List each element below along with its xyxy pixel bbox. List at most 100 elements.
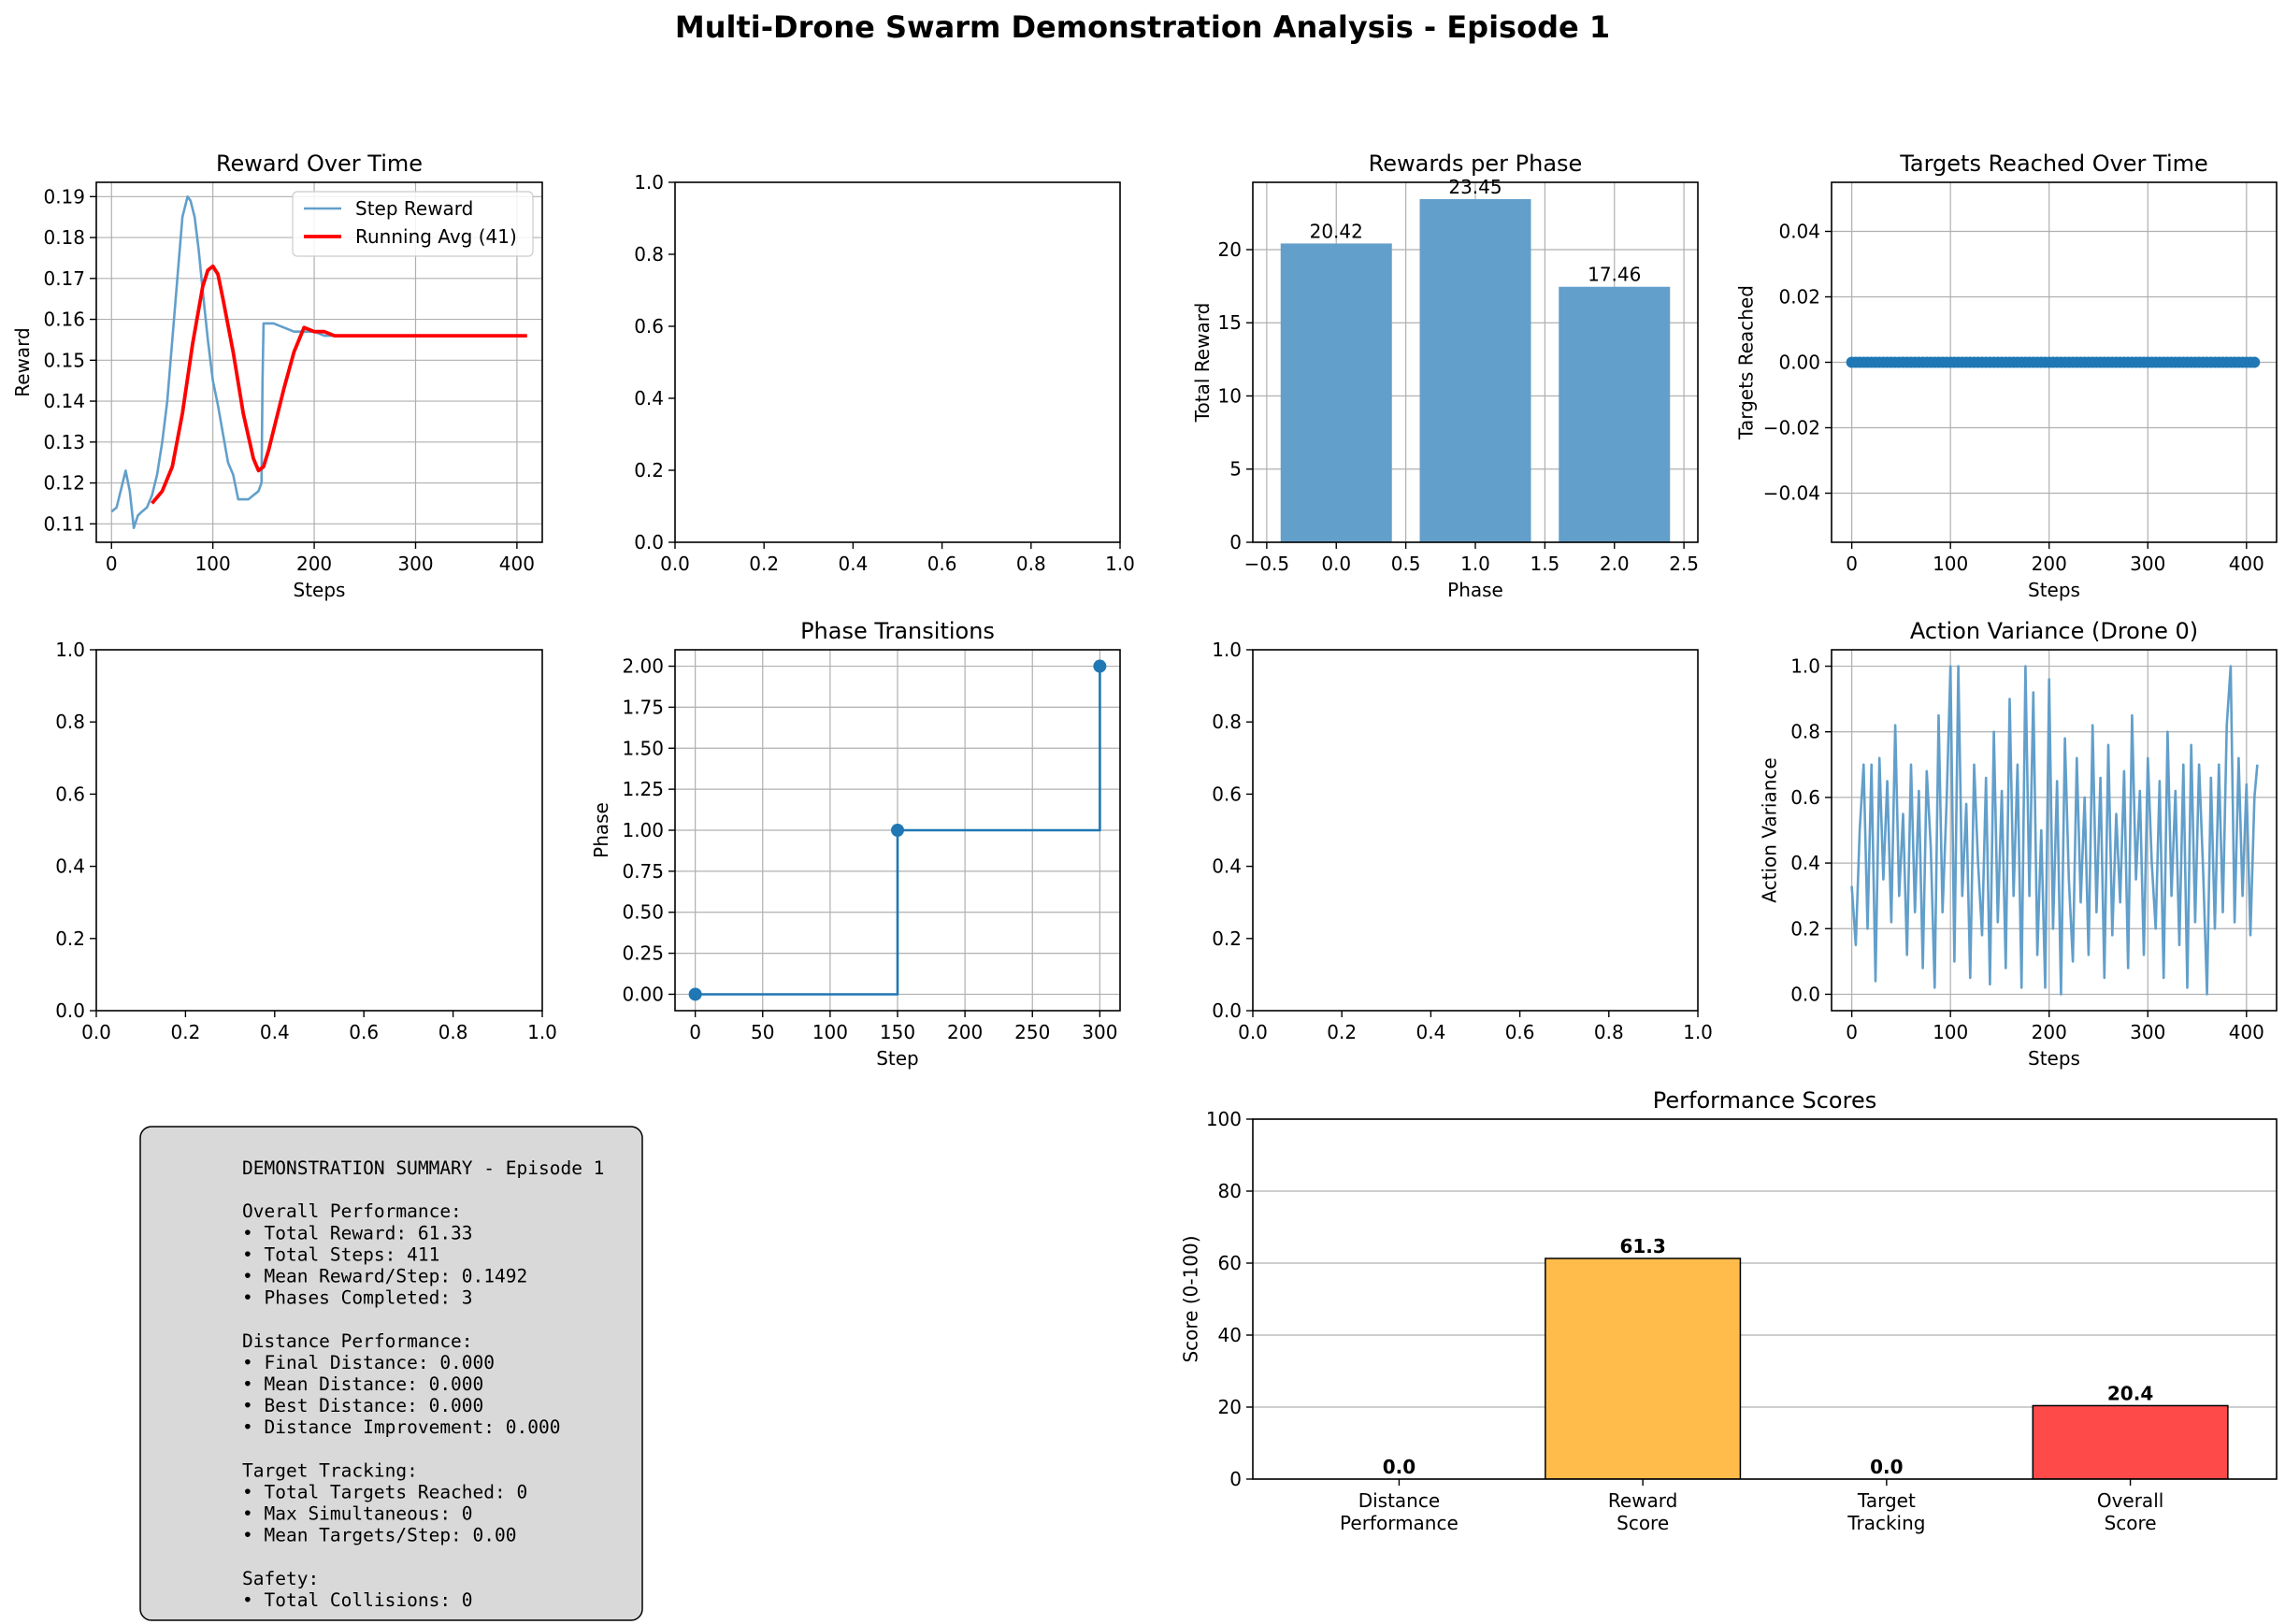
legend: Step Reward Running Avg (41) bbox=[292, 191, 534, 257]
chart-6: 0 50 100 150 200 250 300 0.00 0.25 0.50 0.75 1.00 1.… bbox=[590, 618, 1121, 1070]
y-tick-label: 2.00 bbox=[622, 655, 664, 678]
x-tick-label: 2.5 bbox=[1669, 553, 1699, 575]
y-tick-label: 10 bbox=[1218, 384, 1242, 407]
summary-panel: DEMONSTRATION SUMMARY - Episode 1 Overall… bbox=[139, 1126, 643, 1621]
bar bbox=[1419, 198, 1531, 542]
plot-area bbox=[1850, 665, 2259, 996]
x-tick-label: 300 bbox=[1082, 1021, 1117, 1043]
legend-label: Step Reward bbox=[355, 197, 473, 220]
x-tick-label: 100 bbox=[1933, 1021, 1968, 1043]
chart-title: Action Variance (Drone 0) bbox=[1910, 618, 2198, 644]
y-tick-label: 1.0 bbox=[634, 171, 664, 194]
y-tick-label: 0.00 bbox=[622, 983, 664, 1005]
x-axis-label: Phase bbox=[1447, 579, 1503, 601]
x-axis-label: Steps bbox=[2028, 1047, 2080, 1070]
x-category-label: Distance bbox=[1358, 1489, 1440, 1512]
y-axis-label: Phase bbox=[590, 802, 612, 858]
summary-line: Overall Performance: bbox=[242, 1200, 462, 1222]
y-axis-label: Action Variance bbox=[1759, 757, 1781, 902]
y-tick-label: −0.02 bbox=[1763, 417, 1820, 439]
x-tick-label: 50 bbox=[751, 1021, 774, 1043]
y-axis-label: Score (0-100) bbox=[1180, 1235, 1202, 1362]
y-tick-label: 0.04 bbox=[1778, 221, 1820, 243]
x-tick-label: 0.6 bbox=[1505, 1021, 1535, 1043]
x-axis-label: Steps bbox=[294, 579, 346, 601]
x-tick-label: 0 bbox=[1846, 553, 1858, 575]
x-tick-label: 0.4 bbox=[1416, 1021, 1445, 1043]
y-tick-label: 0.8 bbox=[1790, 721, 1820, 743]
y-tick-label: 0.4 bbox=[55, 855, 85, 878]
figure-title: Multi-Drone Swarm Demonstration Analysis… bbox=[675, 9, 1610, 45]
chart-9: 0.061.30.020.4DistancePerformanceRewardS… bbox=[1180, 1087, 2278, 1534]
x-category-label: Score bbox=[2105, 1512, 2157, 1534]
x-tick-label: 1.0 bbox=[1460, 553, 1490, 575]
y-tick-label: 0.16 bbox=[43, 309, 85, 331]
x-tick-label: 200 bbox=[2032, 1021, 2067, 1043]
y-tick-label: −0.04 bbox=[1763, 482, 1820, 505]
data-point bbox=[1093, 659, 1107, 673]
summary-line: • Mean Targets/Step: 0.00 bbox=[242, 1525, 517, 1546]
summary-line: • Final Distance: 0.000 bbox=[242, 1352, 495, 1373]
x-tick-label: 300 bbox=[2130, 553, 2165, 575]
x-tick-label: 300 bbox=[2130, 1021, 2165, 1043]
y-tick-label: 100 bbox=[1206, 1108, 1242, 1130]
plot-area bbox=[1280, 198, 1671, 542]
x-tick-label: 1.0 bbox=[1105, 553, 1135, 575]
y-tick-label: 0.02 bbox=[1778, 286, 1820, 309]
x-tick-label: 1.0 bbox=[1683, 1021, 1713, 1043]
y-tick-label: 0 bbox=[1229, 1468, 1242, 1490]
y-axis-label: Reward bbox=[11, 327, 34, 396]
x-tick-label: 150 bbox=[880, 1021, 915, 1043]
x-tick-label: 0 bbox=[106, 553, 118, 575]
x-tick-label: 0.4 bbox=[838, 553, 868, 575]
x-tick-label: 0.0 bbox=[1321, 553, 1351, 575]
x-tick-label: 0.4 bbox=[260, 1021, 290, 1043]
y-tick-label: 5 bbox=[1229, 458, 1242, 481]
axes-frame bbox=[1831, 649, 2278, 1012]
y-tick-label: 0.4 bbox=[634, 387, 664, 410]
summary-line: Distance Performance: bbox=[242, 1330, 473, 1352]
y-tick-label: 0.0 bbox=[1790, 983, 1820, 1005]
axes-frame bbox=[1252, 649, 1699, 1012]
y-tick-label: 1.0 bbox=[55, 639, 85, 661]
axes-layer: 0 100 200 300 4000.110.120.130.140.150.160.1… bbox=[11, 151, 2278, 1534]
x-tick-label: −0.5 bbox=[1244, 553, 1290, 575]
y-tick-label: 0.0 bbox=[55, 999, 85, 1022]
axes-frame bbox=[95, 649, 543, 1012]
bar bbox=[1559, 286, 1671, 542]
y-tick-label: 0.4 bbox=[1790, 852, 1820, 874]
x-tick-label: 1.5 bbox=[1530, 553, 1559, 575]
y-tick-label: 0.2 bbox=[634, 459, 664, 481]
x-tick-label: 0 bbox=[1846, 1021, 1858, 1043]
bar-value-label: 61.3 bbox=[1619, 1235, 1665, 1258]
summary-line: • Phases Completed: 3 bbox=[242, 1287, 473, 1309]
y-tick-label: 0.11 bbox=[43, 512, 85, 535]
axes-frame bbox=[1252, 1118, 2278, 1480]
summary-line: • Total Collisions: 0 bbox=[242, 1589, 473, 1611]
x-tick-label: 0.2 bbox=[749, 553, 779, 575]
x-tick-label: 400 bbox=[2229, 553, 2264, 575]
y-tick-label: 1.0 bbox=[1790, 655, 1820, 678]
chart-1: 0 100 200 300 400 0.11 0.12 0.13 0.14 0.15 0.16 0.1… bbox=[11, 151, 543, 601]
y-tick-label: 80 bbox=[1218, 1180, 1242, 1202]
plot-area bbox=[110, 195, 527, 529]
legend-box bbox=[292, 191, 534, 257]
x-tick-label: 300 bbox=[397, 553, 433, 575]
chart-title: Reward Over Time bbox=[216, 151, 423, 177]
x-category-label: Target bbox=[1857, 1489, 1916, 1512]
x-tick-label: 0.0 bbox=[660, 553, 690, 575]
plot-area bbox=[1545, 1258, 2229, 1479]
bar-value-label: 23.45 bbox=[1448, 176, 1502, 198]
axes-frame bbox=[95, 181, 543, 543]
summary-line: • Total Targets Reached: 0 bbox=[242, 1482, 527, 1503]
y-tick-label: 60 bbox=[1218, 1252, 1242, 1274]
y-tick-label: 1.25 bbox=[622, 778, 664, 800]
summary-line: • Mean Distance: 0.000 bbox=[242, 1373, 483, 1395]
x-tick-label: 200 bbox=[947, 1021, 983, 1043]
summary-text: DEMONSTRATION SUMMARY - Episode 1 Overall… bbox=[242, 1157, 604, 1611]
y-tick-label: 0.00 bbox=[1778, 352, 1820, 374]
x-category-label: Score bbox=[1617, 1512, 1669, 1534]
x-tick-label: 100 bbox=[195, 553, 231, 575]
data-point bbox=[688, 987, 702, 1001]
data-point bbox=[2249, 356, 2261, 368]
